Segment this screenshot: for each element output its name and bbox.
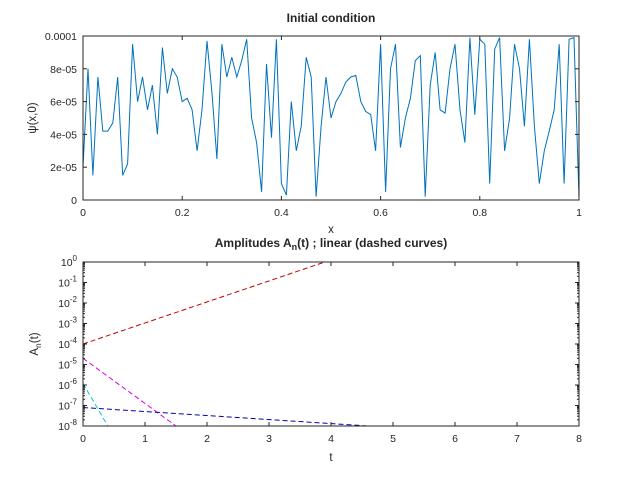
- ylabel-text-after: (t): [29, 332, 41, 343]
- title-text-after: (t) ; linear (dashed curves): [297, 236, 447, 250]
- plot-area-frame: [82, 35, 580, 201]
- x-tick-label: 0.6: [373, 207, 388, 219]
- plot-area-frame: [82, 261, 580, 427]
- y-tick-label: 2e-05: [50, 162, 77, 174]
- y-axis-label: An(t): [29, 332, 43, 355]
- ylabel-subscript: n: [33, 343, 43, 348]
- x-tick-label: 5: [390, 433, 396, 445]
- x-tick-label: 0.8: [472, 207, 487, 219]
- y-tick-label: 10-6: [58, 377, 77, 392]
- x-tick-label: 0.4: [274, 207, 289, 219]
- x-tick-label: 0: [80, 433, 86, 445]
- x-tick-label: 0: [80, 207, 86, 219]
- x-tick-label: 7: [514, 433, 520, 445]
- x-tick-label: 1: [576, 207, 582, 219]
- y-tick-label: 0.0001: [45, 31, 77, 43]
- y-axis-label: ψ(x,0): [27, 102, 39, 133]
- chart-title: Initial condition: [287, 11, 376, 25]
- chart-title: Amplitudes An(t) ; linear (dashed curves…: [215, 236, 447, 252]
- x-tick-label: 3: [266, 433, 272, 445]
- x-tick-label: 2: [204, 433, 210, 445]
- x-axis-label: x: [328, 224, 334, 236]
- amplitudes-panel: Amplitudes An(t) ; linear (dashed curves…: [29, 236, 582, 464]
- x-axis-label: t: [329, 452, 333, 464]
- y-tick-label: 10-7: [58, 398, 77, 413]
- y-tick-label: 0: [71, 195, 77, 207]
- x-tick-label: 6: [452, 433, 458, 445]
- x-tick-label: 1: [142, 433, 148, 445]
- y-tick-label: 10-5: [58, 357, 77, 372]
- psi-series-line: [82, 36, 580, 199]
- y-tick-label: 100: [61, 254, 78, 269]
- title-text-before: Amplitudes A: [215, 236, 292, 250]
- y-tick-label: 6e-05: [50, 97, 77, 109]
- initial-condition-panel: Initial condition 0 0.2 0.4 0.6 0.8 1 0 2e-05 4…: [27, 11, 582, 236]
- y-tick-label: 10-3: [58, 316, 77, 331]
- y-tick-label: 10-4: [58, 336, 77, 351]
- ylabel-text-before: A: [29, 348, 41, 356]
- y-tick-label: 10-1: [58, 275, 77, 290]
- title-subscript: n: [292, 242, 298, 252]
- mode-magenta-dashed-curve: [82, 357, 177, 427]
- y-tick-label: 4e-05: [50, 129, 77, 141]
- x-tick-label: 0.2: [175, 207, 190, 219]
- y-tick-label: 10-8: [58, 418, 77, 433]
- x-tick-label: 8: [576, 433, 582, 445]
- mode-blue-dashed-curve: [82, 407, 369, 427]
- y-tick-label: 8e-05: [50, 64, 77, 76]
- x-tick-label: 4: [328, 433, 334, 445]
- mode-cyan-dashed-curve: [82, 383, 109, 427]
- mode-red-dashed-curve: [82, 261, 325, 345]
- y-tick-label: 10-2: [58, 295, 77, 310]
